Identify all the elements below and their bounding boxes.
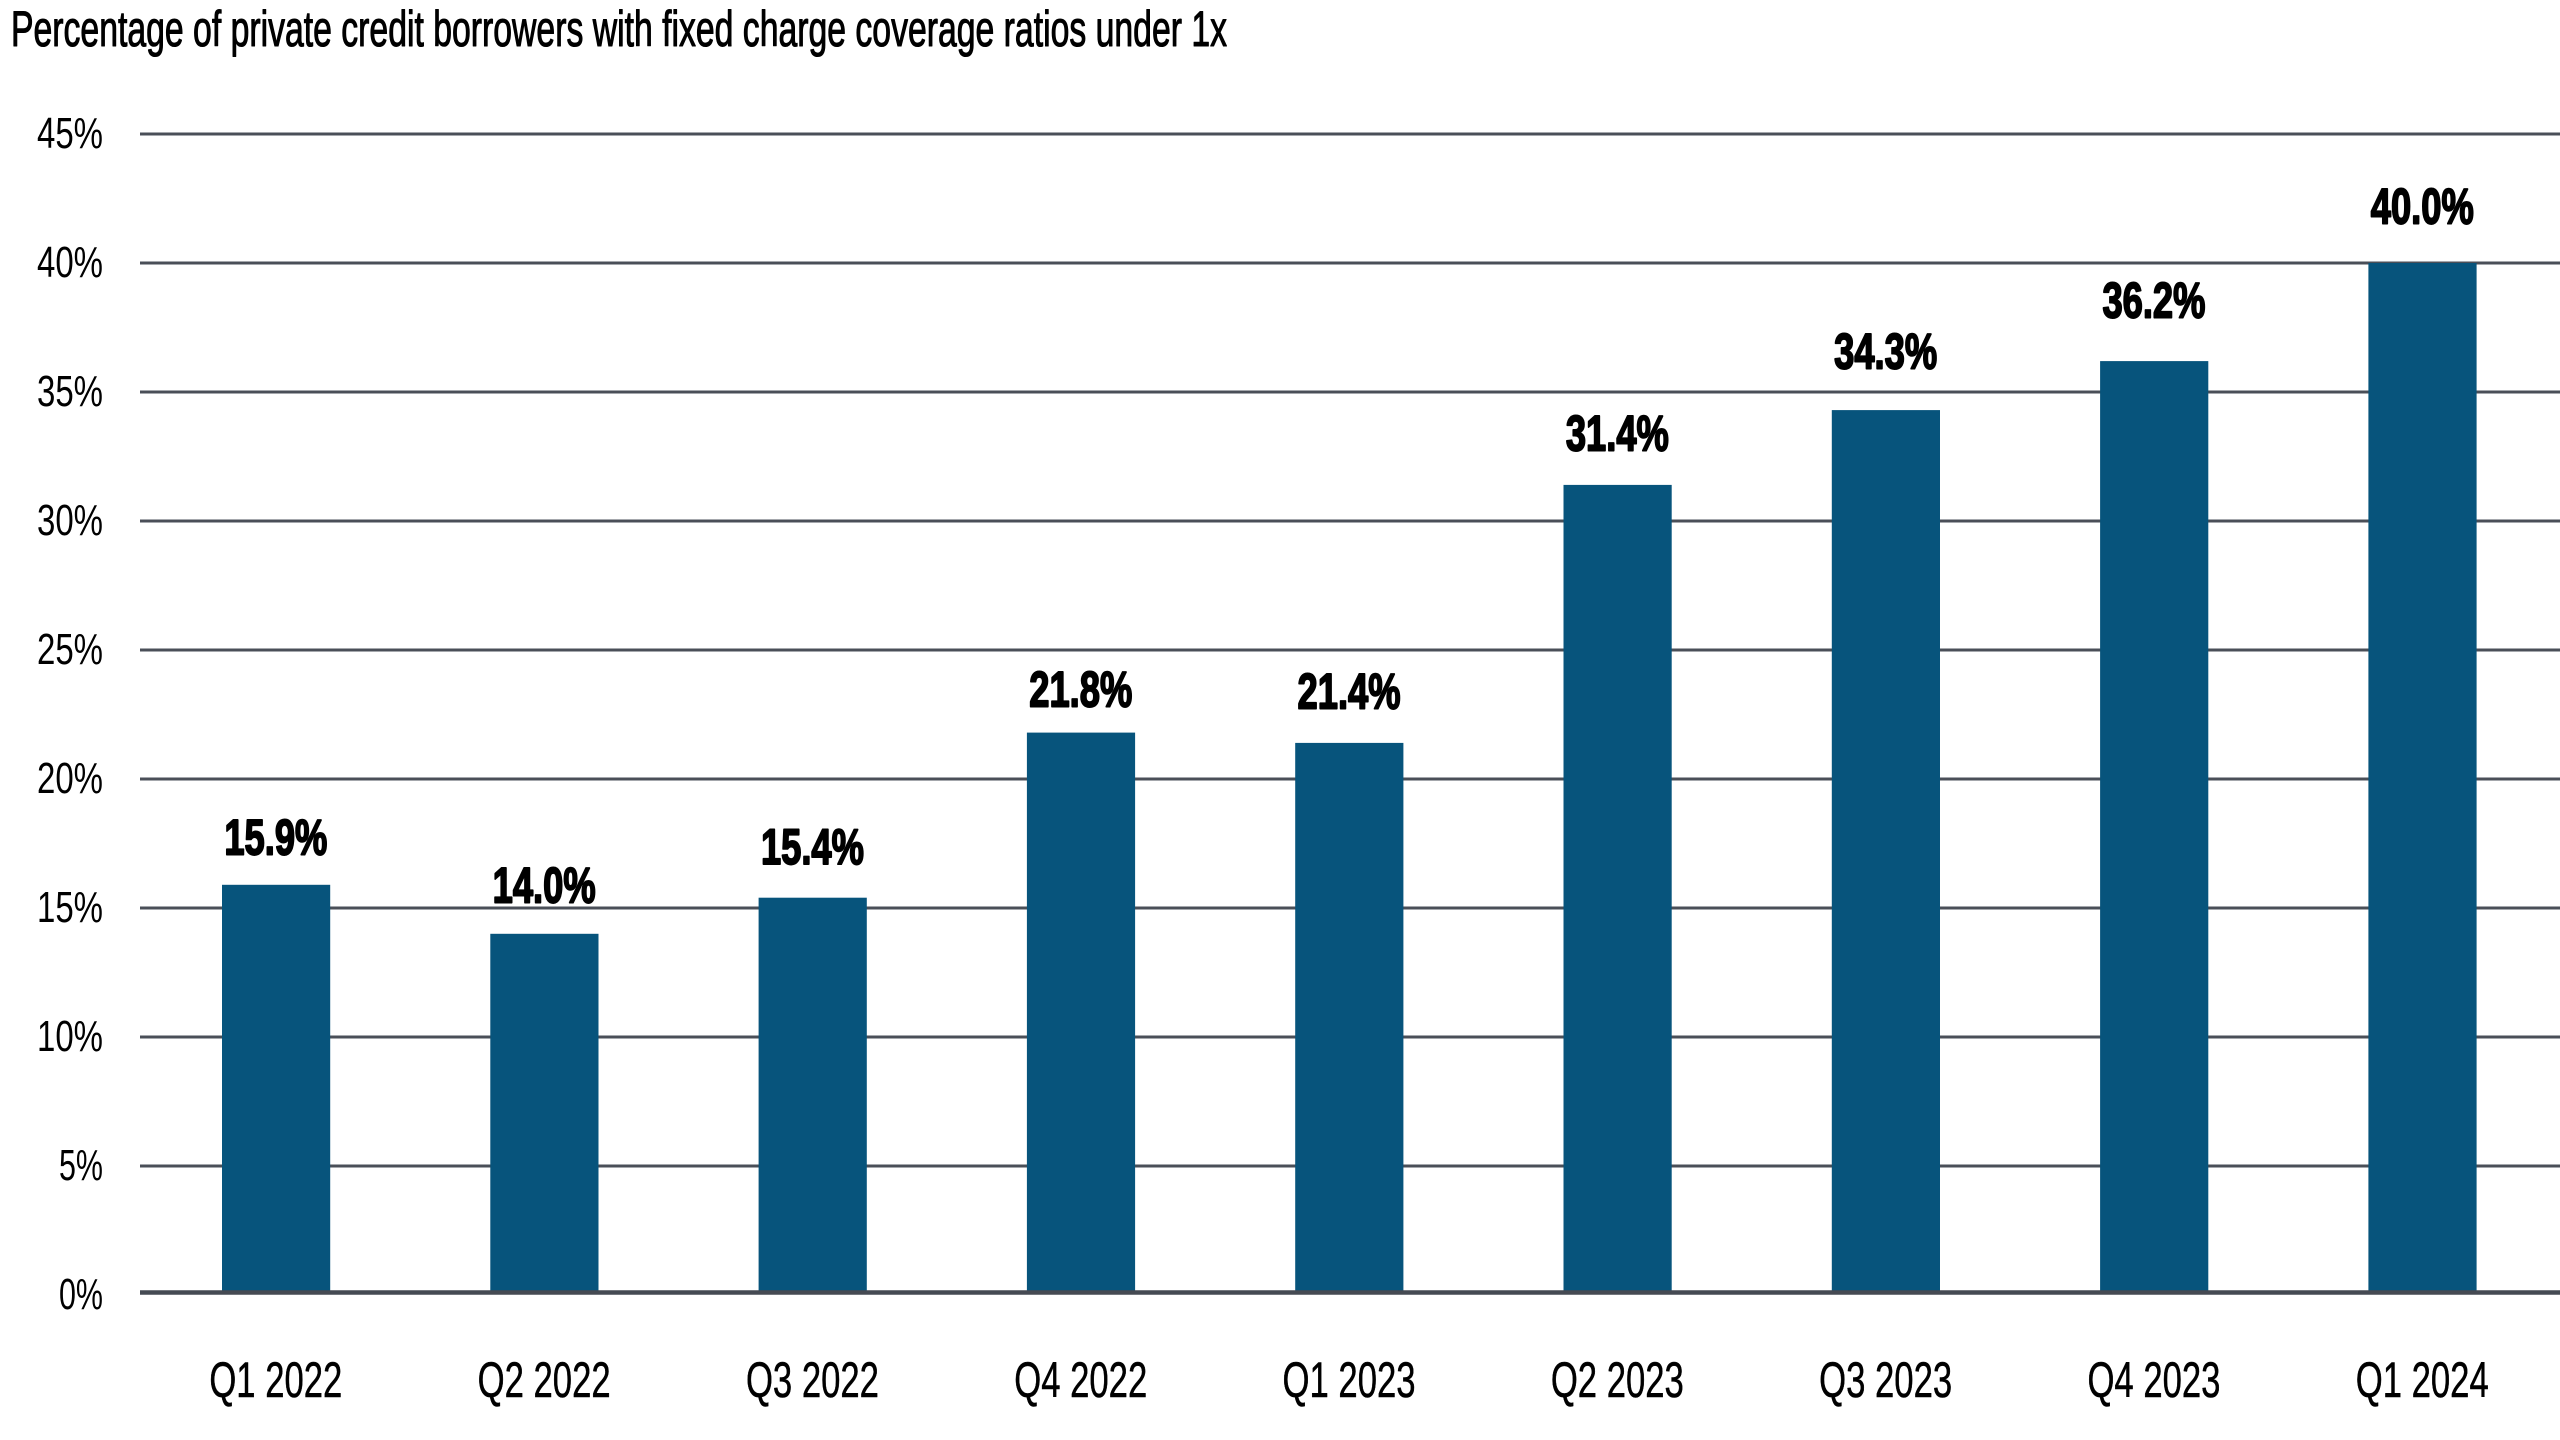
svg-text:Q3 2023: Q3 2023 <box>1819 1352 1952 1408</box>
svg-text:Q3 2022: Q3 2022 <box>746 1352 879 1408</box>
svg-text:35%: 35% <box>37 367 103 416</box>
svg-text:0%: 0% <box>59 1270 103 1319</box>
svg-text:34.3%: 34.3% <box>1834 324 1937 380</box>
svg-text:21.8%: 21.8% <box>1029 662 1132 718</box>
svg-text:Q4 2022: Q4 2022 <box>1014 1352 1147 1408</box>
svg-text:45%: 45% <box>37 109 103 158</box>
svg-text:Percentage of private credit b: Percentage of private credit borrowers w… <box>11 1 1227 57</box>
svg-text:15.4%: 15.4% <box>761 819 864 875</box>
svg-text:Q1 2022: Q1 2022 <box>209 1352 342 1408</box>
svg-text:36.2%: 36.2% <box>2102 273 2205 329</box>
svg-text:Q2 2023: Q2 2023 <box>1551 1352 1684 1408</box>
svg-text:15.9%: 15.9% <box>224 810 327 866</box>
svg-text:40.0%: 40.0% <box>2371 179 2474 235</box>
svg-text:14.0%: 14.0% <box>493 858 596 914</box>
svg-text:21.4%: 21.4% <box>1298 664 1401 720</box>
svg-text:10%: 10% <box>37 1012 103 1061</box>
svg-text:5%: 5% <box>59 1141 103 1190</box>
svg-text:Q2 2022: Q2 2022 <box>478 1352 611 1408</box>
svg-text:Q1 2024: Q1 2024 <box>2356 1352 2489 1408</box>
svg-text:15%: 15% <box>37 883 103 932</box>
svg-text:31.4%: 31.4% <box>1566 405 1669 461</box>
svg-text:Q4 2023: Q4 2023 <box>2087 1352 2220 1408</box>
svg-text:Q1 2023: Q1 2023 <box>1283 1352 1416 1408</box>
svg-text:25%: 25% <box>37 625 103 674</box>
svg-text:20%: 20% <box>37 754 103 803</box>
svg-text:30%: 30% <box>37 496 103 545</box>
svg-text:40%: 40% <box>37 238 103 287</box>
